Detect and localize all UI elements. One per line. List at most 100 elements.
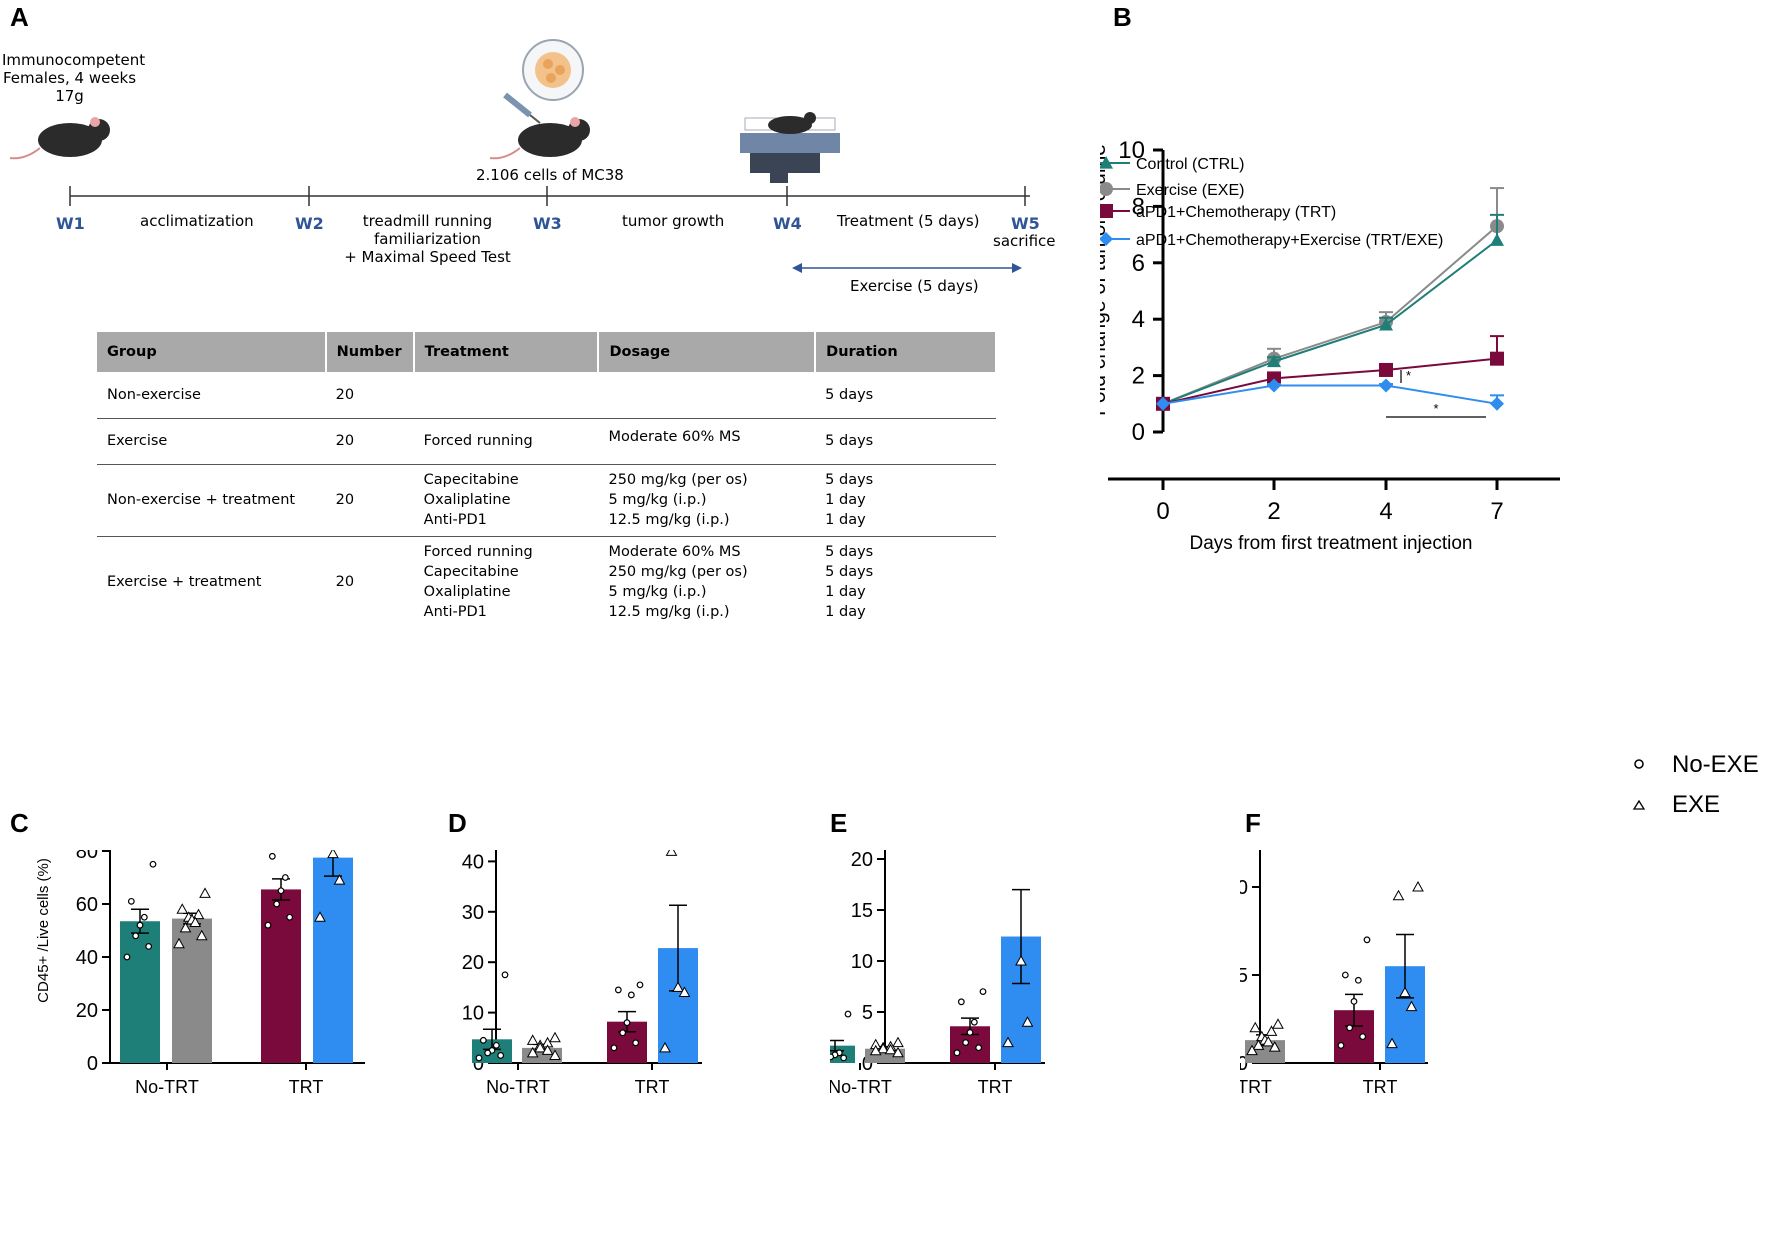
legend-entry: Control (CTRL) — [1100, 156, 1244, 173]
legend-cf: No-EXE EXE — [1632, 751, 1759, 818]
x-tick-label: 0 — [1156, 498, 1169, 525]
data-point-triangle — [1252, 1039, 1265, 1050]
data-point-circle — [264, 921, 272, 929]
cell-dosage — [598, 372, 816, 419]
data-point-triangle — [314, 911, 326, 922]
data-point-circle — [127, 897, 135, 905]
x-tick-label: TRT — [289, 1077, 324, 1097]
square-marker — [1379, 362, 1393, 377]
bar-chart-cd8: 0510152025CD8 T cells/Live cells (%)No-T… — [830, 850, 1045, 1097]
y-tick-label: 4 — [1132, 306, 1145, 333]
legend-triangle-marker — [1632, 799, 1646, 810]
week-w3: W3 — [533, 214, 562, 233]
cells-label: 2.106 cells of MC38 — [476, 166, 624, 184]
data-point-circle — [475, 1054, 483, 1062]
cell-line: Moderate 60% MS — [608, 544, 741, 561]
column-header: Treatment — [413, 332, 600, 372]
cell-duration: 5 days 5 days 1 day 1 day — [815, 536, 996, 628]
data-point-triangle — [327, 850, 339, 859]
triangle-marker — [1267, 354, 1281, 368]
y-tick-label: 0 — [87, 1053, 98, 1075]
data-point-triangle — [1246, 1044, 1258, 1056]
mouse-info-line: Immunocompetent — [2, 51, 146, 69]
cell-culture-icon — [522, 39, 584, 101]
y-tick-label: 10 — [1118, 140, 1145, 164]
data-point-triangle — [333, 874, 346, 885]
cell-line: 1 day — [825, 492, 866, 508]
panel-label-c: C — [10, 808, 29, 838]
data-point-triangle — [189, 916, 202, 928]
data-point-circle — [492, 1041, 500, 1049]
cell-line: 1 day — [825, 604, 866, 621]
cell-line: 5 mg/kg (i.p.) — [608, 584, 707, 601]
series-line — [1162, 225, 1498, 405]
data-point-circle — [149, 860, 157, 868]
phase-treatment: Treatment (5 days) — [837, 212, 980, 230]
bar — [261, 889, 301, 1063]
series-3 — [1156, 335, 1504, 411]
data-point-triangle — [659, 1041, 671, 1053]
cell-line: 5 mg/kg (i.p.) — [608, 492, 707, 508]
column-header: Number — [325, 332, 415, 372]
data-point-circle — [273, 900, 281, 908]
phase-line: treadmill running — [362, 212, 493, 230]
data-point-triangle — [1386, 1037, 1398, 1049]
data-point-circle — [145, 942, 153, 950]
y-tick-label: 0 — [862, 1053, 873, 1075]
table-header-row: Group Number Treatment Dosage Duration — [97, 332, 997, 372]
cell-number: 20 — [335, 574, 355, 591]
data-point-triangle — [869, 1044, 882, 1056]
data-point-triangle — [549, 1049, 561, 1060]
data-point-triangle — [1412, 880, 1424, 892]
data-point-circle — [614, 986, 622, 994]
data-point-circle — [479, 1036, 487, 1044]
data-point-triangle — [1265, 1025, 1278, 1036]
data-point-circle — [140, 913, 148, 921]
mouse-info-line: 17g — [55, 87, 84, 105]
data-point-triangle — [1015, 954, 1027, 966]
bar-chart-cd3: 01020304050CD3 + cells/Live cells (%)No-… — [462, 850, 702, 1097]
cell-line: Anti-PD1 — [423, 604, 487, 621]
data-point-circle — [844, 1010, 852, 1018]
cell-treatment: Forced running — [413, 418, 599, 465]
bar — [313, 857, 353, 1063]
y-tick-label: 80 — [76, 850, 98, 863]
data-point-triangle — [672, 981, 684, 992]
x-tick-label: TRT — [1363, 1077, 1398, 1097]
x-tick-label: TRT — [978, 1077, 1013, 1097]
y-tick-label: 30 — [462, 902, 484, 924]
data-point-triangle — [678, 986, 691, 997]
series-line — [1162, 357, 1498, 405]
y-tick-label: 6 — [1132, 250, 1145, 277]
circle-marker — [1100, 182, 1113, 196]
mouse-info: Immunocompetent Females, 4 weeks 17g — [2, 51, 146, 105]
cell-line: Forced running — [423, 544, 533, 561]
cell-line: 250 mg/kg (per os) — [608, 564, 748, 581]
data-point-triangle — [892, 1036, 904, 1048]
cell-treatment: Forced running Capecitabine Oxaliplatine… — [414, 536, 599, 628]
data-point-triangle — [176, 903, 189, 914]
legend-label: Control (CTRL) — [1136, 156, 1244, 173]
data-point-circle — [123, 953, 131, 961]
data-point-circle — [1363, 936, 1371, 944]
data-point-circle — [636, 981, 644, 989]
data-point-triangle — [541, 1044, 554, 1055]
square-marker — [1267, 371, 1281, 386]
data-point-circle — [962, 1039, 970, 1047]
cell-line: 5 days — [825, 472, 874, 488]
series-4 — [1156, 378, 1504, 411]
data-point-circle — [966, 1028, 974, 1036]
data-point-triangle — [549, 1031, 561, 1043]
week-w5: W5 — [1011, 214, 1040, 233]
cell-line: Anti-PD1 — [423, 512, 487, 528]
data-point-triangle — [526, 1034, 539, 1045]
data-point-circle — [1346, 1024, 1354, 1032]
x-tick-label: 4 — [1379, 498, 1392, 525]
timeline-graphic — [9, 39, 1030, 273]
data-point-circle — [632, 1039, 640, 1047]
timeline-axis — [69, 186, 1030, 206]
significance-label: * — [1433, 401, 1438, 416]
y-tick-label: 0 — [1132, 419, 1145, 446]
data-point-circle — [979, 988, 987, 996]
data-point-circle — [1359, 1033, 1367, 1041]
